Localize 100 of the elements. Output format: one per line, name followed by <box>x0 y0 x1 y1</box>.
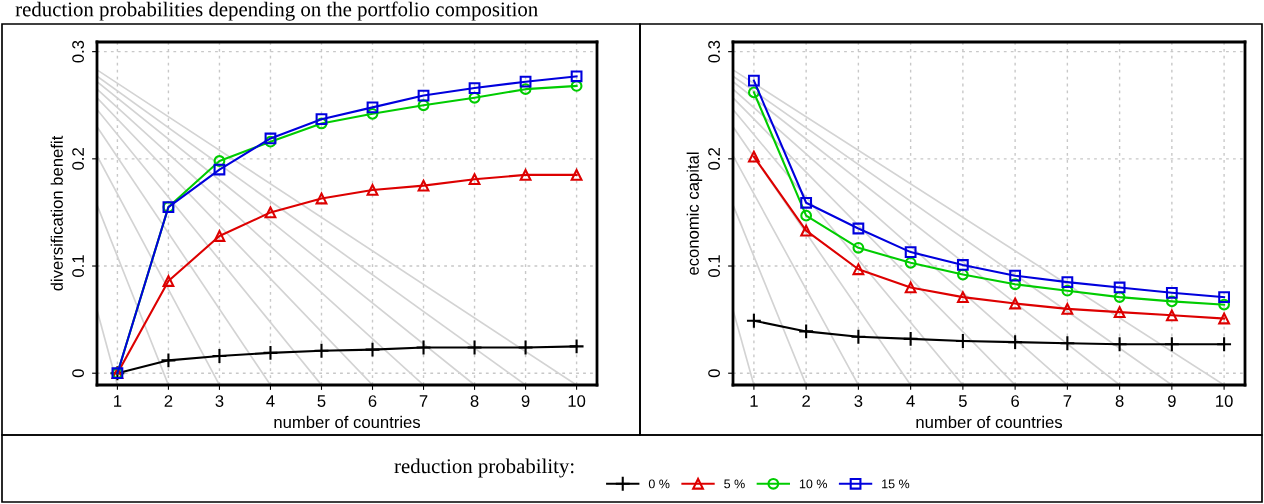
point <box>517 339 534 356</box>
x-tick-label: 5 <box>958 395 967 407</box>
point <box>1165 309 1178 322</box>
legend-label: 10 % <box>799 479 827 489</box>
point <box>570 70 583 83</box>
point <box>468 82 481 94</box>
y-tick-label: 0.1 <box>72 255 84 277</box>
y-axis-title: diversification benefit <box>50 135 63 291</box>
point <box>366 101 379 114</box>
x-tick-label: 6 <box>368 395 377 407</box>
x-tick-label: 3 <box>854 395 863 407</box>
point <box>1218 312 1230 325</box>
point <box>1113 306 1126 319</box>
point <box>852 241 865 254</box>
y-tick-label: 0.2 <box>708 148 720 170</box>
point <box>852 263 865 276</box>
point <box>852 222 865 235</box>
point <box>800 196 813 209</box>
point <box>902 330 919 347</box>
point <box>468 91 481 104</box>
point <box>1165 295 1178 308</box>
point <box>211 348 228 365</box>
chart-title: reduction probabilities depending on the portfolio composition <box>15 1 538 21</box>
point <box>519 83 532 96</box>
y-axis-title: economic capital <box>686 152 703 275</box>
point <box>1163 336 1180 353</box>
point <box>466 339 483 356</box>
x-tick-label: 6 <box>1011 395 1020 407</box>
point <box>315 192 328 205</box>
y-tick-label: 0.2 <box>72 148 84 170</box>
point <box>264 206 277 219</box>
point <box>1113 291 1126 304</box>
point <box>954 333 971 350</box>
point <box>748 86 760 99</box>
point <box>956 259 969 271</box>
point <box>745 312 762 329</box>
x-tick-label: 7 <box>419 395 428 407</box>
point <box>956 291 969 304</box>
point <box>1216 336 1233 353</box>
point <box>1061 276 1074 288</box>
x-tick-label: 10 <box>568 395 586 407</box>
point <box>798 323 815 340</box>
x-tick-label: 5 <box>317 395 326 407</box>
point <box>519 75 532 88</box>
x-tick-label: 3 <box>215 395 224 407</box>
point <box>956 268 969 281</box>
point <box>1111 336 1128 353</box>
point <box>417 89 430 102</box>
point <box>568 338 585 355</box>
x-tick-label: 8 <box>1115 395 1124 407</box>
y-tick-label: 0.1 <box>708 255 720 277</box>
point <box>1059 335 1076 352</box>
point <box>315 113 328 126</box>
x-tick-label: 4 <box>906 395 915 407</box>
x-tick-label: 1 <box>114 395 122 407</box>
point <box>160 352 177 369</box>
point <box>415 339 432 356</box>
point <box>315 117 328 130</box>
point <box>417 99 430 112</box>
x-tick-label: 1 <box>750 395 758 407</box>
point <box>748 74 760 87</box>
x-tick-label: 8 <box>470 395 479 407</box>
point <box>417 179 430 192</box>
x-tick-label: 9 <box>1168 395 1176 407</box>
x-axis-title: number of countries <box>274 415 421 429</box>
x-tick-label: 2 <box>802 395 810 407</box>
x-tick-label: 10 <box>1216 395 1233 407</box>
point <box>904 246 917 258</box>
y-tick-label: 0 <box>72 369 84 378</box>
point <box>1218 298 1230 311</box>
point <box>1009 278 1022 291</box>
point <box>213 163 226 176</box>
point <box>366 107 379 120</box>
point <box>1165 286 1178 299</box>
point <box>1007 334 1024 351</box>
point <box>364 341 381 358</box>
point <box>904 281 917 294</box>
point <box>1061 284 1074 297</box>
point <box>850 328 867 345</box>
point <box>748 150 760 163</box>
y-tick-label: 0.3 <box>708 40 720 63</box>
point <box>468 173 481 186</box>
point <box>800 209 813 222</box>
y-tick-label: 0 <box>708 369 720 378</box>
x-tick-label: 7 <box>1063 395 1072 407</box>
point <box>800 224 813 237</box>
legend-title: reduction probability: <box>394 458 574 478</box>
point <box>213 155 226 167</box>
x-axis-title: number of countries <box>916 415 1063 429</box>
point <box>1218 291 1230 304</box>
x-tick-label: 9 <box>521 395 530 407</box>
point <box>262 344 279 361</box>
x-tick-label: 2 <box>164 395 173 407</box>
legend-label: 0 % <box>648 479 670 489</box>
x-tick-label: 4 <box>266 395 275 407</box>
legend-label: 15 % <box>882 479 910 489</box>
legend-label: 5 % <box>724 479 745 489</box>
point <box>1009 269 1022 282</box>
point <box>313 342 330 359</box>
y-tick-label: 0.3 <box>72 40 84 63</box>
